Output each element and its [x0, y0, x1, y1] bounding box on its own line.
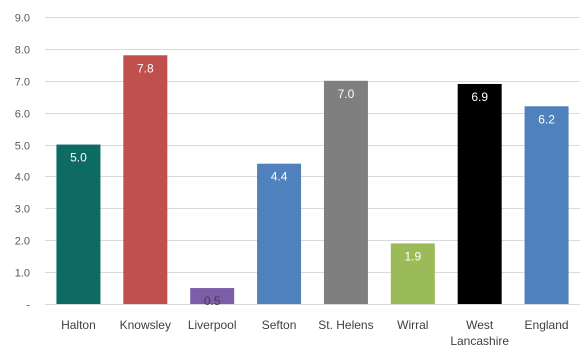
bar-wirral [390, 243, 435, 304]
bar-england [524, 106, 569, 305]
x-axis-categories: Halton Knowsley Liverpool Sefton St. Helens W… [61, 318, 568, 348]
bar-knowsley [123, 55, 168, 305]
category-label: Halton [61, 318, 96, 332]
category-label: Wirral [397, 318, 428, 332]
bar-west-lancashire [457, 83, 502, 304]
data-label: 7.0 [338, 87, 355, 101]
y-tick-label: 1.0 [15, 268, 30, 280]
category-label: Liverpool [188, 318, 237, 332]
bar-liverpool [190, 288, 235, 304]
data-label: 4.4 [271, 170, 288, 184]
category-label: West [466, 318, 494, 332]
y-tick-label: 8.0 [15, 45, 30, 57]
y-tick-label: 3.0 [15, 204, 30, 216]
y-tick-label: 4.0 [15, 172, 30, 184]
category-label: Sefton [262, 318, 297, 332]
y-tick-label: 7.0 [15, 77, 30, 89]
data-label: 6.2 [538, 112, 555, 126]
category-label: England [525, 318, 569, 332]
bar-halton [56, 144, 101, 304]
y-tick-label: 5.0 [15, 141, 30, 153]
category-label: St. Helens [318, 318, 373, 332]
data-label: 6.9 [471, 90, 488, 104]
category-label: Lancashire [450, 334, 509, 348]
category-label: Knowsley [120, 318, 171, 332]
y-tick-label: 9.0 [15, 13, 30, 25]
y-tick-label: 6.0 [15, 109, 30, 121]
bar-st-helens [323, 80, 368, 305]
y-axis-ticks: - 1.0 2.0 3.0 4.0 5.0 6.0 7.0 8.0 9.0 [15, 13, 31, 312]
y-tick-label: 2.0 [15, 236, 30, 248]
y-tick-label: - [26, 300, 30, 312]
bars [56, 55, 569, 305]
data-label: 7.8 [137, 61, 154, 75]
data-label: 0.5 [204, 294, 221, 308]
data-label: 5.0 [70, 151, 87, 165]
bar-sefton [257, 163, 302, 304]
data-label: 1.9 [404, 249, 421, 263]
data-labels: 5.0 7.8 0.5 4.4 7.0 1.9 6.9 6.2 [70, 61, 555, 308]
